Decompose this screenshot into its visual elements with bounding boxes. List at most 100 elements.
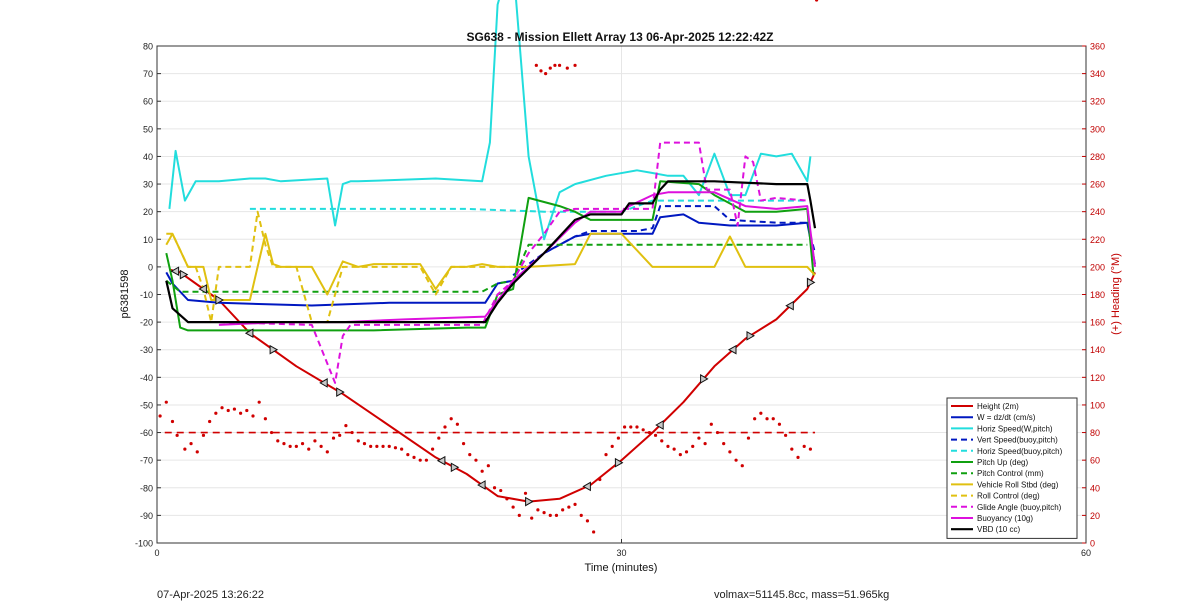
heading-point bbox=[715, 430, 720, 435]
series-roll-control-deg bbox=[166, 210, 529, 324]
legend-box bbox=[946, 397, 1078, 539]
heading-point bbox=[530, 516, 534, 520]
x-tick-label: 30 bbox=[616, 548, 626, 558]
x-tick-label: 0 bbox=[154, 548, 159, 558]
heading-point bbox=[740, 464, 744, 468]
y2-tick-label: 200 bbox=[1090, 262, 1105, 272]
y-tick-label: 10 bbox=[143, 235, 153, 245]
heading-point bbox=[777, 422, 782, 426]
heading-point bbox=[170, 419, 175, 424]
height-marker bbox=[319, 378, 328, 388]
y2-tick-label: 240 bbox=[1090, 207, 1105, 217]
heading-point bbox=[474, 458, 478, 462]
y2-tick-label: 280 bbox=[1090, 152, 1105, 162]
heading-point bbox=[753, 417, 757, 421]
legend-label-buoyancy-10g: Buoyancy (10g) bbox=[977, 514, 1033, 523]
heading-point bbox=[480, 469, 484, 473]
heading-point bbox=[220, 406, 224, 410]
heading-point bbox=[418, 458, 422, 462]
series-glide-angle-buoy-pitch bbox=[218, 141, 808, 384]
heading-point bbox=[573, 63, 577, 67]
y-tick-label: -80 bbox=[140, 483, 153, 493]
y2-tick-label: 180 bbox=[1090, 290, 1105, 300]
y2-tick-label: 120 bbox=[1090, 373, 1105, 383]
heading-point bbox=[362, 442, 367, 446]
heading-point bbox=[300, 442, 305, 446]
heading-point bbox=[622, 425, 627, 429]
heading-point bbox=[226, 408, 230, 413]
heading-point bbox=[517, 513, 521, 517]
heading-point bbox=[239, 411, 243, 415]
heading-point bbox=[544, 72, 548, 76]
legend-label-horiz-speed-w-pitch: Horiz Speed(W,pitch) bbox=[977, 424, 1053, 433]
heading-point bbox=[604, 453, 608, 457]
series-pitch-up-deg bbox=[165, 180, 815, 332]
y-tick-label: -10 bbox=[140, 290, 153, 300]
heading-point bbox=[610, 444, 614, 448]
heading-point bbox=[486, 464, 490, 468]
heading-point bbox=[553, 63, 557, 67]
height-marker bbox=[436, 455, 446, 466]
heading-point bbox=[344, 424, 348, 428]
y-tick-label: 30 bbox=[143, 180, 153, 190]
heading-point bbox=[288, 444, 292, 448]
legend-label-pitch-up-deg: Pitch Up (deg) bbox=[977, 458, 1028, 467]
series-vbd-10-cc bbox=[165, 180, 817, 324]
y-tick-label: 80 bbox=[143, 42, 153, 52]
y-tick-label: -90 bbox=[140, 511, 153, 521]
axes: 80706050403020100-10-20-30-40-50-60-70-8… bbox=[135, 42, 1105, 559]
y2-tick-label: 300 bbox=[1090, 124, 1105, 134]
y-tick-label: -20 bbox=[140, 318, 153, 328]
height-marker bbox=[477, 480, 486, 490]
heading-point bbox=[759, 411, 763, 415]
y-tick-label: -50 bbox=[140, 400, 153, 410]
heading-point bbox=[282, 442, 286, 446]
legend-label-vert-speed-buoy-pitch: Vert Speed(buoy,pitch) bbox=[977, 436, 1058, 445]
heading-point bbox=[468, 453, 472, 457]
heading-point bbox=[307, 447, 311, 451]
heading-point bbox=[449, 417, 453, 421]
heading-point bbox=[592, 530, 596, 534]
heading-point bbox=[511, 505, 515, 509]
heading-point bbox=[505, 497, 509, 501]
heading-point bbox=[678, 453, 682, 457]
heading-point bbox=[201, 433, 206, 437]
heading-point bbox=[703, 442, 707, 446]
y2-tick-label: 220 bbox=[1090, 235, 1105, 245]
legend-label-vbd-10-cc: VBD (10 cc) bbox=[977, 525, 1020, 534]
height-marker bbox=[198, 284, 207, 294]
series-layer bbox=[165, 0, 817, 503]
series-vert-speed-buoy-pitch bbox=[512, 205, 816, 277]
legend-label-w-dz-dt-cm-s: W = dz/dt (cm/s) bbox=[977, 413, 1036, 422]
heading-point bbox=[709, 422, 713, 426]
heading-point bbox=[697, 436, 701, 440]
heading-point bbox=[534, 63, 538, 67]
heading-point bbox=[536, 508, 540, 512]
heading-point bbox=[455, 422, 459, 426]
heading-point bbox=[548, 513, 552, 517]
legend-label-glide-angle-buoy-pitch: Glide Angle (buoy,pitch) bbox=[977, 503, 1062, 512]
heading-point bbox=[790, 447, 794, 451]
y2-tick-label: 140 bbox=[1090, 345, 1105, 355]
x-tick-label: 60 bbox=[1081, 548, 1091, 558]
legend-label-roll-control-deg: Roll Control (deg) bbox=[977, 492, 1040, 501]
heading-point bbox=[387, 444, 391, 448]
heading-point bbox=[232, 407, 237, 411]
height-marker bbox=[655, 420, 664, 430]
x-axis-label: Time (minutes) bbox=[585, 562, 658, 574]
legend-label-height-2m: Height (2m) bbox=[977, 402, 1019, 411]
heading-point bbox=[375, 444, 379, 448]
height-markers-layer bbox=[170, 266, 816, 507]
y-tick-label: -70 bbox=[140, 456, 153, 466]
heading-point bbox=[195, 450, 199, 454]
height-marker bbox=[179, 269, 189, 280]
heading-point bbox=[461, 442, 466, 446]
y-tick-label: 0 bbox=[148, 262, 153, 272]
heading-point bbox=[814, 0, 819, 2]
heading-point bbox=[523, 491, 528, 495]
height-marker bbox=[450, 462, 460, 473]
y2-tick-label: 0 bbox=[1090, 539, 1095, 549]
heading-point bbox=[784, 433, 788, 437]
height-marker bbox=[727, 344, 737, 355]
y2-tick-label: 100 bbox=[1090, 400, 1105, 410]
